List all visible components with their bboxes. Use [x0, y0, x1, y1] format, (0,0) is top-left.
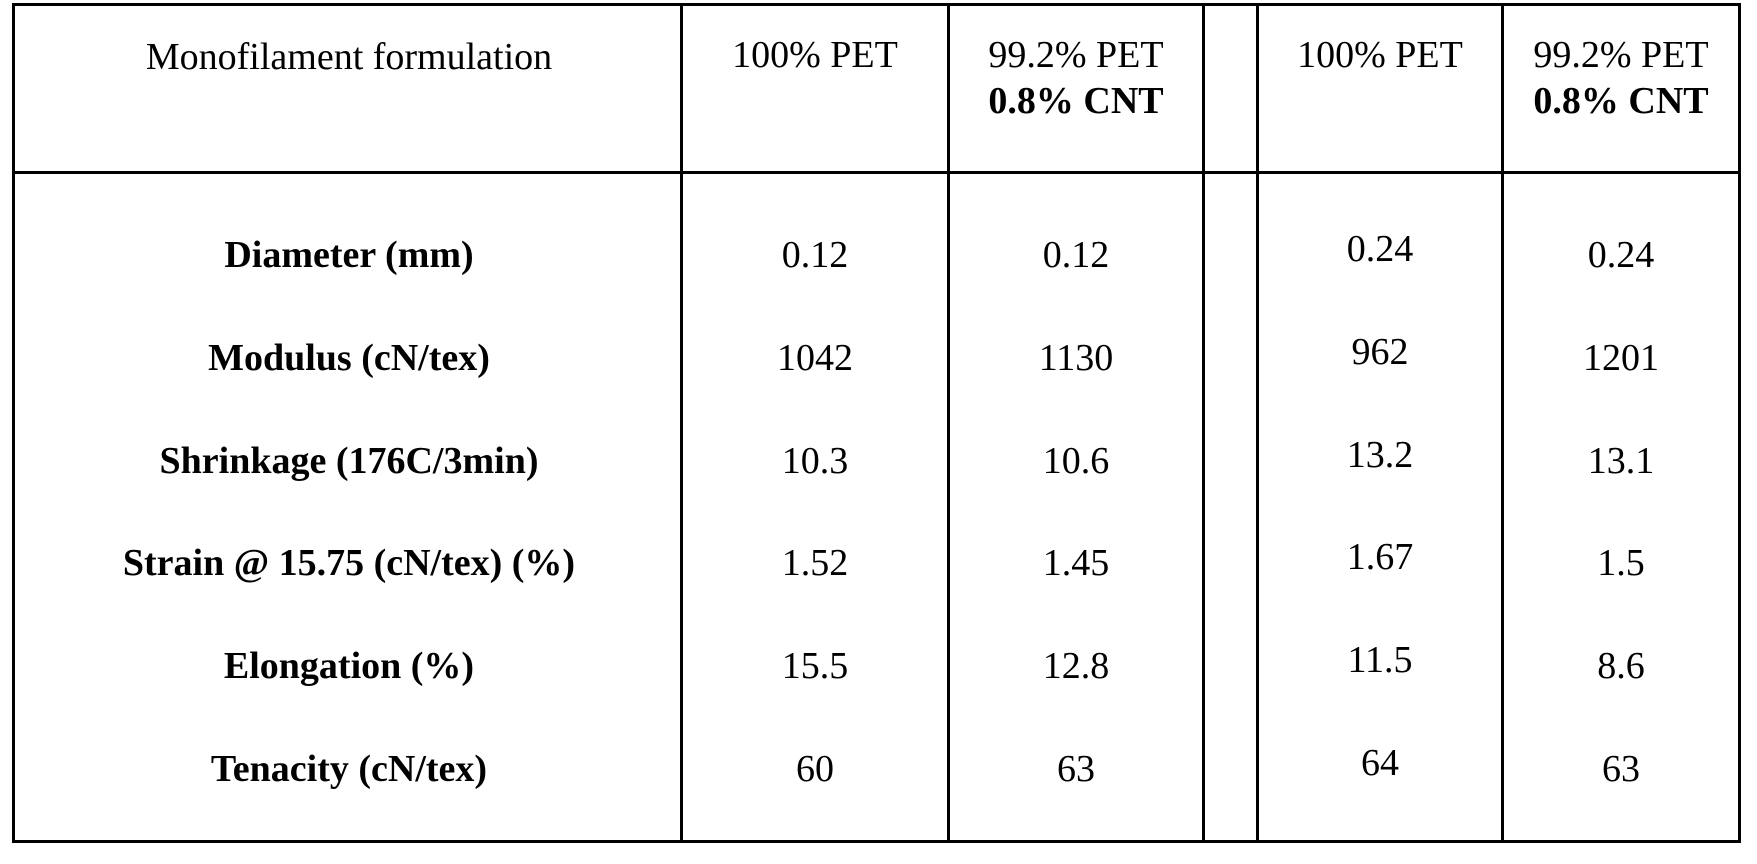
table-cell: 11.5	[1259, 637, 1501, 683]
table-cell: 10.6	[950, 438, 1202, 484]
table-cell: 13.2	[1259, 432, 1501, 478]
header-col-2-line1: 99.2% PET	[950, 32, 1202, 78]
table-cell: 1201	[1504, 335, 1738, 381]
column-divider	[1501, 6, 1504, 840]
header-col-4: 99.2% PET 0.8% CNT	[1504, 32, 1738, 124]
table-cell: 63	[950, 746, 1202, 792]
header-divider	[15, 171, 1738, 174]
table-cell: 0.24	[1504, 232, 1738, 278]
table-cell: 12.8	[950, 643, 1202, 689]
table-cell: 8.6	[1504, 643, 1738, 689]
table-cell: 0.12	[950, 232, 1202, 278]
row-label-diameter: Diameter (mm)	[15, 232, 683, 278]
table-cell: 1.45	[950, 540, 1202, 586]
table-cell: 64	[1259, 740, 1501, 786]
row-label-shrinkage: Shrinkage (176C/3min)	[15, 438, 683, 484]
table-cell: 0.24	[1259, 226, 1501, 272]
table-cell: 0.12	[683, 232, 947, 278]
column-divider	[1202, 6, 1205, 840]
header-col-4-line1: 99.2% PET	[1504, 32, 1738, 78]
header-formulation-label: Monofilament formulation	[15, 34, 683, 80]
header-col-3-line1: 100% PET	[1259, 32, 1501, 78]
table-cell: 1.5	[1504, 540, 1738, 586]
row-label-strain: Strain @ 15.75 (cN/tex) (%)	[15, 540, 683, 586]
column-divider	[680, 6, 683, 840]
table-cell: 1130	[950, 335, 1202, 381]
column-divider	[947, 6, 950, 840]
header-col-3: 100% PET	[1259, 32, 1501, 78]
column-divider	[1256, 6, 1259, 840]
table-cell: 15.5	[683, 643, 947, 689]
table-cell: 60	[683, 746, 947, 792]
header-col-1-line1: 100% PET	[683, 32, 947, 78]
table-cell: 10.3	[683, 438, 947, 484]
header-col-2: 99.2% PET 0.8% CNT	[950, 32, 1202, 124]
row-label-tenacity: Tenacity (cN/tex)	[15, 746, 683, 792]
table-cell: 1.52	[683, 540, 947, 586]
header-col-2-line2: 0.8% CNT	[950, 78, 1202, 124]
table-cell: 962	[1259, 329, 1501, 375]
header-col-4-line2: 0.8% CNT	[1504, 78, 1738, 124]
row-label-elongation: Elongation (%)	[15, 643, 683, 689]
data-table: Monofilament formulation 100% PET 99.2% …	[12, 3, 1741, 843]
table-cell: 1.67	[1259, 534, 1501, 580]
table-cell: 1042	[683, 335, 947, 381]
header-col-1: 100% PET	[683, 32, 947, 78]
row-label-modulus: Modulus (cN/tex)	[15, 335, 683, 381]
table-cell: 63	[1504, 746, 1738, 792]
table-cell: 13.1	[1504, 438, 1738, 484]
